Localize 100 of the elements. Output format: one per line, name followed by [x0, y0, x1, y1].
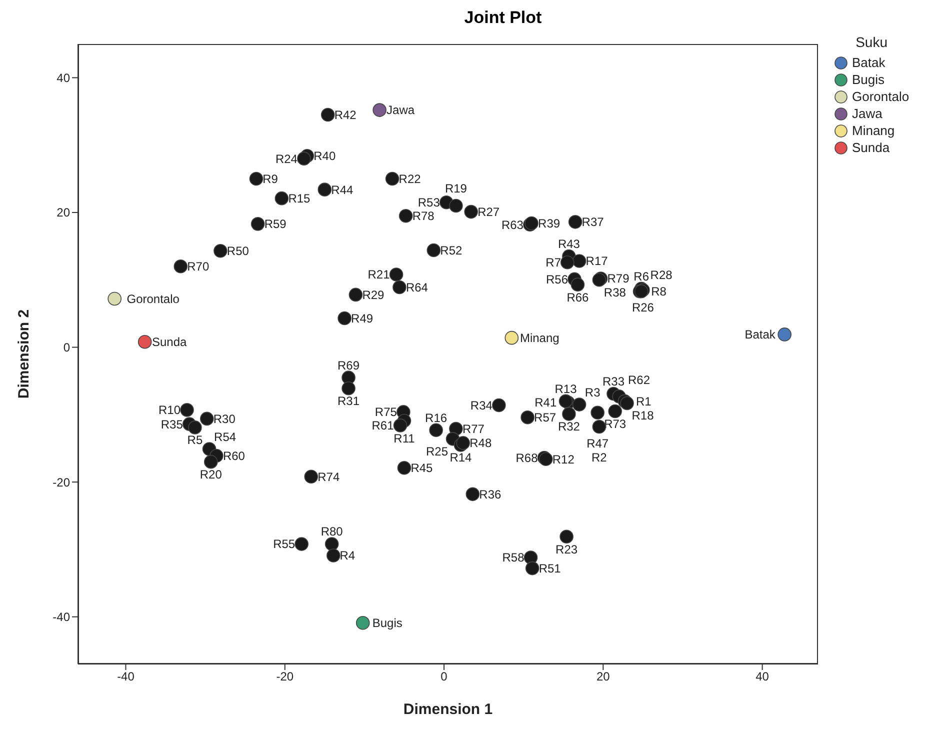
- data-label: R66: [566, 290, 590, 304]
- data-label: R57: [534, 410, 556, 425]
- data-label: R4: [340, 548, 356, 563]
- data-label: R68: [516, 450, 538, 465]
- data-label: R9: [262, 172, 278, 186]
- data-label: R64: [406, 280, 428, 294]
- data-label: R60: [222, 448, 246, 463]
- point: [356, 616, 370, 630]
- data-label: R69: [338, 358, 360, 372]
- point: [108, 292, 122, 306]
- data-label: Jawa: [386, 103, 415, 118]
- data-label: R40: [314, 149, 336, 164]
- data-label: R35: [160, 417, 184, 432]
- data-label: R80: [320, 524, 344, 539]
- data-label: R59: [264, 217, 287, 232]
- data-label: R8: [651, 284, 667, 299]
- data-label: R12: [552, 452, 575, 466]
- x-tick-label: -40: [117, 670, 135, 684]
- data-label: R32: [558, 420, 580, 434]
- data-label: R16: [425, 410, 448, 425]
- data-label: R14: [450, 450, 472, 465]
- data-label: R3: [584, 385, 601, 400]
- data-label: R11: [394, 431, 416, 446]
- data-label: R75: [374, 405, 398, 420]
- data-label: R42: [334, 108, 357, 122]
- data-label: R23: [556, 542, 578, 556]
- data-label: R45: [410, 461, 434, 476]
- data-label: R2: [592, 450, 608, 464]
- data-label: R58: [502, 550, 525, 565]
- data-label: R55: [273, 537, 296, 552]
- x-tick-label: 20: [596, 670, 610, 684]
- data-label: R44: [331, 182, 354, 197]
- data-label: R52: [440, 243, 463, 258]
- data-label: R36: [479, 487, 502, 502]
- data-label: R29: [362, 288, 385, 302]
- data-label: R38: [604, 285, 626, 300]
- y-tick-label: 0: [63, 340, 70, 355]
- data-label: R13: [554, 382, 578, 396]
- point: [778, 328, 792, 342]
- data-label: R19: [444, 181, 468, 196]
- data-label: R51: [538, 562, 562, 576]
- data-label: R56: [546, 272, 568, 286]
- data-label: R20: [200, 468, 222, 482]
- data-label: R37: [582, 215, 604, 230]
- data-label: R1: [636, 394, 652, 408]
- data-label: R41: [534, 396, 557, 410]
- data-label: R26: [632, 300, 654, 315]
- data-label: R54: [214, 430, 236, 444]
- y-tick-label: 40: [56, 70, 70, 85]
- data-label: R62: [628, 373, 650, 388]
- data-label: R15: [288, 192, 311, 206]
- data-label: R5: [187, 433, 203, 448]
- data-label: R6: [634, 269, 650, 284]
- data-label: R77: [462, 422, 485, 436]
- data-label: R22: [398, 172, 422, 186]
- point: [138, 334, 152, 349]
- data-label: R30: [213, 412, 236, 426]
- data-label: Sunda: [152, 335, 188, 350]
- legend-title: Suku: [854, 34, 888, 50]
- data-label: R70: [187, 260, 210, 274]
- data-label: R79: [607, 272, 630, 286]
- data-label: R27: [478, 205, 500, 220]
- data-label: R39: [538, 216, 560, 230]
- data-label: R63: [501, 218, 524, 232]
- data-label: R18: [632, 408, 654, 423]
- data-label: R53: [418, 196, 440, 210]
- data-label: R74: [318, 470, 340, 484]
- data-label: Minang: [520, 331, 560, 346]
- data-label: R25: [426, 444, 448, 458]
- data-label: Bugis: [372, 616, 402, 630]
- legend-label: Gorontalo: [852, 89, 910, 104]
- data-label: R34: [470, 398, 493, 412]
- y-tick-label: 20: [56, 206, 70, 220]
- data-label: R48: [470, 436, 492, 450]
- legend-label: Sunda: [852, 140, 890, 155]
- y-axis-title: Dimension 2: [15, 309, 32, 399]
- point: [504, 330, 519, 345]
- x-tick-label: 0: [440, 670, 448, 684]
- data-label: R7: [546, 256, 562, 270]
- y-tick-label: -20: [52, 475, 70, 490]
- data-label: R24: [275, 152, 298, 166]
- data-label: R49: [351, 311, 374, 326]
- legend-label: Jawa: [852, 106, 882, 121]
- legend-label: Minang: [852, 123, 895, 138]
- data-label: Batak: [744, 328, 776, 342]
- legend-label: Batak: [852, 55, 886, 70]
- data-label: R47: [586, 436, 609, 450]
- legend-label: Bugis: [852, 72, 885, 87]
- data-label: Gorontalo: [126, 292, 180, 306]
- data-label: R31: [338, 394, 360, 408]
- data-label: R61: [372, 418, 394, 433]
- y-tick-label: -40: [52, 610, 70, 624]
- x-tick-label: -20: [276, 670, 294, 684]
- data-label: R28: [650, 268, 673, 282]
- data-label: R43: [558, 236, 580, 251]
- data-label: R17: [586, 254, 608, 268]
- x-axis-title: Dimension 1: [403, 701, 493, 718]
- data-label: R78: [412, 209, 435, 224]
- point: [372, 103, 386, 117]
- chart-title: Joint Plot: [463, 8, 543, 29]
